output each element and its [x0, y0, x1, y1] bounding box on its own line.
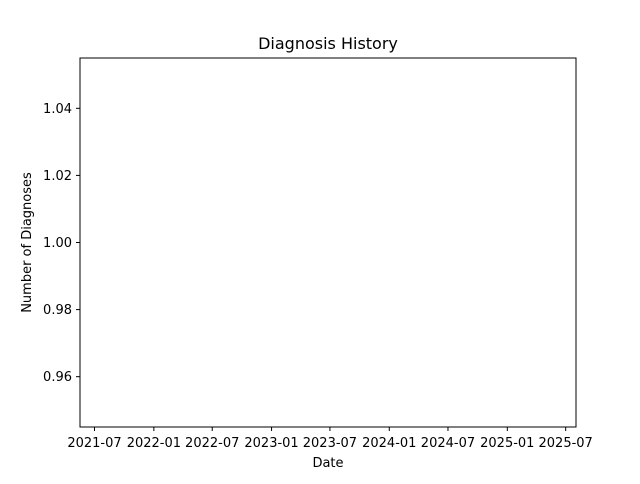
x-tick-label: 2022-01 [127, 436, 181, 451]
y-tick-label: 0.96 [43, 370, 72, 385]
x-axis: 2021-07 2022-01 2022-07 2023-01 2023-07 2024-… [67, 427, 593, 451]
y-tick-label: 1.04 [43, 102, 72, 117]
x-tick-label: 2025-01 [480, 436, 534, 451]
x-axis-label: Date [312, 456, 343, 471]
x-tick-label: 2024-01 [362, 436, 416, 451]
x-tick-label: 2021-07 [67, 436, 121, 451]
x-tick-label: 2025-07 [539, 436, 593, 451]
plot-area [79, 57, 577, 428]
y-axis: 0.96 0.98 1.00 1.02 1.04 [43, 102, 80, 385]
y-tick-label: 0.98 [43, 303, 72, 318]
y-tick-label: 1.00 [43, 236, 72, 251]
chart-title: Diagnosis History [258, 34, 398, 53]
x-tick-label: 2023-07 [303, 436, 357, 451]
y-axis-label: Number of Diagnoses [20, 172, 35, 313]
x-tick-label: 2022-07 [185, 436, 239, 451]
x-tick-label: 2024-07 [421, 436, 475, 451]
y-tick-label: 1.02 [43, 169, 72, 184]
x-tick-label: 2023-01 [244, 436, 298, 451]
